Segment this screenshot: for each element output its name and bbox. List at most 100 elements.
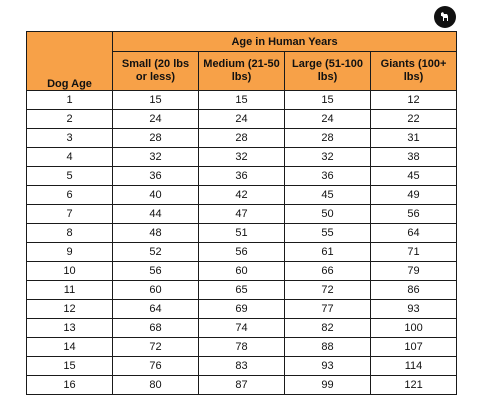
human-years-cell: 121 bbox=[369, 375, 458, 395]
human-years-cell: 74 bbox=[198, 318, 285, 338]
human-years-cell: 22 bbox=[369, 109, 458, 129]
human-years-cell: 65 bbox=[198, 280, 285, 300]
human-years-cell: 45 bbox=[284, 185, 371, 205]
human-years-cell: 42 bbox=[198, 185, 285, 205]
dog-age-cell: 8 bbox=[26, 223, 113, 243]
table-row: 8 48 51 55 64 bbox=[26, 223, 458, 243]
dog-age-cell: 11 bbox=[26, 280, 113, 300]
human-years-cell: 24 bbox=[284, 109, 371, 129]
table-row: 15 76 83 93 114 bbox=[26, 356, 458, 376]
human-years-cell: 52 bbox=[112, 242, 199, 262]
human-years-cell: 47 bbox=[198, 204, 285, 224]
human-years-cell: 78 bbox=[198, 337, 285, 357]
dog-age-cell: 3 bbox=[26, 128, 113, 148]
human-years-cell: 15 bbox=[284, 90, 371, 110]
human-years-cell: 28 bbox=[284, 128, 371, 148]
dog-logo-icon bbox=[434, 6, 456, 28]
table-row: 12 64 69 77 93 bbox=[26, 299, 458, 319]
table-row: 7 44 47 50 56 bbox=[26, 204, 458, 224]
human-years-cell: 48 bbox=[112, 223, 199, 243]
human-years-cell: 32 bbox=[284, 147, 371, 167]
human-years-group-header: Age in Human Years bbox=[111, 31, 458, 52]
human-years-cell: 77 bbox=[284, 299, 371, 319]
human-years-cell: 76 bbox=[112, 356, 199, 376]
human-years-cell: 93 bbox=[284, 356, 371, 376]
column-header-large: Large (51-100 lbs) bbox=[284, 51, 371, 91]
human-years-cell: 56 bbox=[198, 242, 285, 262]
human-years-cell: 31 bbox=[369, 128, 458, 148]
table-row: 2 24 24 24 22 bbox=[26, 109, 458, 129]
human-years-cell: 66 bbox=[284, 261, 371, 281]
table-row: 5 36 36 36 45 bbox=[26, 166, 458, 186]
human-years-cell: 107 bbox=[369, 337, 458, 357]
human-years-cell: 24 bbox=[112, 109, 199, 129]
column-header-giants: Giants (100+ lbs) bbox=[369, 51, 458, 91]
dog-age-cell: 14 bbox=[26, 337, 113, 357]
dog-age-cell: 16 bbox=[26, 375, 113, 395]
human-years-cell: 68 bbox=[112, 318, 199, 338]
dog-age-table: Dog Age Age in Human Years Small (20 lbs… bbox=[26, 31, 458, 395]
human-years-cell: 100 bbox=[369, 318, 458, 338]
human-years-cell: 45 bbox=[369, 166, 458, 186]
human-years-cell: 86 bbox=[369, 280, 458, 300]
table-row: 11 60 65 72 86 bbox=[26, 280, 458, 300]
dog-age-cell: 5 bbox=[26, 166, 113, 186]
dog-age-cell: 4 bbox=[26, 147, 113, 167]
table-row: 3 28 28 28 31 bbox=[26, 128, 458, 148]
human-years-cell: 12 bbox=[369, 90, 458, 110]
column-header-small: Small (20 lbs or less) bbox=[112, 51, 199, 91]
human-years-cell: 71 bbox=[369, 242, 458, 262]
table-row: 1 15 15 15 12 bbox=[26, 90, 458, 110]
dog-age-cell: 13 bbox=[26, 318, 113, 338]
table-row: 9 52 56 61 71 bbox=[26, 242, 458, 262]
dog-silhouette-icon bbox=[441, 12, 448, 21]
human-years-cell: 44 bbox=[112, 204, 199, 224]
human-years-cell: 60 bbox=[112, 280, 199, 300]
dog-age-header: Dog Age bbox=[26, 31, 113, 91]
human-years-cell: 15 bbox=[112, 90, 199, 110]
human-years-cell: 56 bbox=[369, 204, 458, 224]
human-years-cell: 28 bbox=[198, 128, 285, 148]
human-years-cell: 49 bbox=[369, 185, 458, 205]
human-years-cell: 60 bbox=[198, 261, 285, 281]
human-years-cell: 88 bbox=[284, 337, 371, 357]
human-years-cell: 80 bbox=[112, 375, 199, 395]
human-years-cell: 50 bbox=[284, 204, 371, 224]
human-years-cell: 93 bbox=[369, 299, 458, 319]
human-years-cell: 69 bbox=[198, 299, 285, 319]
table-row: 13 68 74 82 100 bbox=[26, 318, 458, 338]
dog-age-cell: 2 bbox=[26, 109, 113, 129]
human-years-cell: 38 bbox=[369, 147, 458, 167]
human-years-cell: 114 bbox=[369, 356, 458, 376]
human-years-cell: 55 bbox=[284, 223, 371, 243]
human-years-cell: 72 bbox=[284, 280, 371, 300]
column-header-medium: Medium (21-50 lbs) bbox=[198, 51, 285, 91]
human-years-cell: 36 bbox=[198, 166, 285, 186]
table-row: 4 32 32 32 38 bbox=[26, 147, 458, 167]
dog-age-cell: 1 bbox=[26, 90, 113, 110]
human-years-cell: 56 bbox=[112, 261, 199, 281]
table-row: 10 56 60 66 79 bbox=[26, 261, 458, 281]
human-years-cell: 82 bbox=[284, 318, 371, 338]
human-years-cell: 28 bbox=[112, 128, 199, 148]
human-years-cell: 64 bbox=[369, 223, 458, 243]
dog-age-cell: 9 bbox=[26, 242, 113, 262]
human-years-cell: 61 bbox=[284, 242, 371, 262]
human-years-cell: 32 bbox=[198, 147, 285, 167]
human-years-cell: 36 bbox=[112, 166, 199, 186]
human-years-cell: 79 bbox=[369, 261, 458, 281]
human-years-cell: 99 bbox=[284, 375, 371, 395]
dog-age-cell: 6 bbox=[26, 185, 113, 205]
dog-age-cell: 15 bbox=[26, 356, 113, 376]
human-years-cell: 40 bbox=[112, 185, 199, 205]
table-row: 6 40 42 45 49 bbox=[26, 185, 458, 205]
human-years-cell: 83 bbox=[198, 356, 285, 376]
human-years-cell: 87 bbox=[198, 375, 285, 395]
human-years-cell: 72 bbox=[112, 337, 199, 357]
human-years-cell: 24 bbox=[198, 109, 285, 129]
table-row: 14 72 78 88 107 bbox=[26, 337, 458, 357]
dog-age-cell: 12 bbox=[26, 299, 113, 319]
human-years-cell: 15 bbox=[198, 90, 285, 110]
dog-age-cell: 10 bbox=[26, 261, 113, 281]
human-years-cell: 51 bbox=[198, 223, 285, 243]
